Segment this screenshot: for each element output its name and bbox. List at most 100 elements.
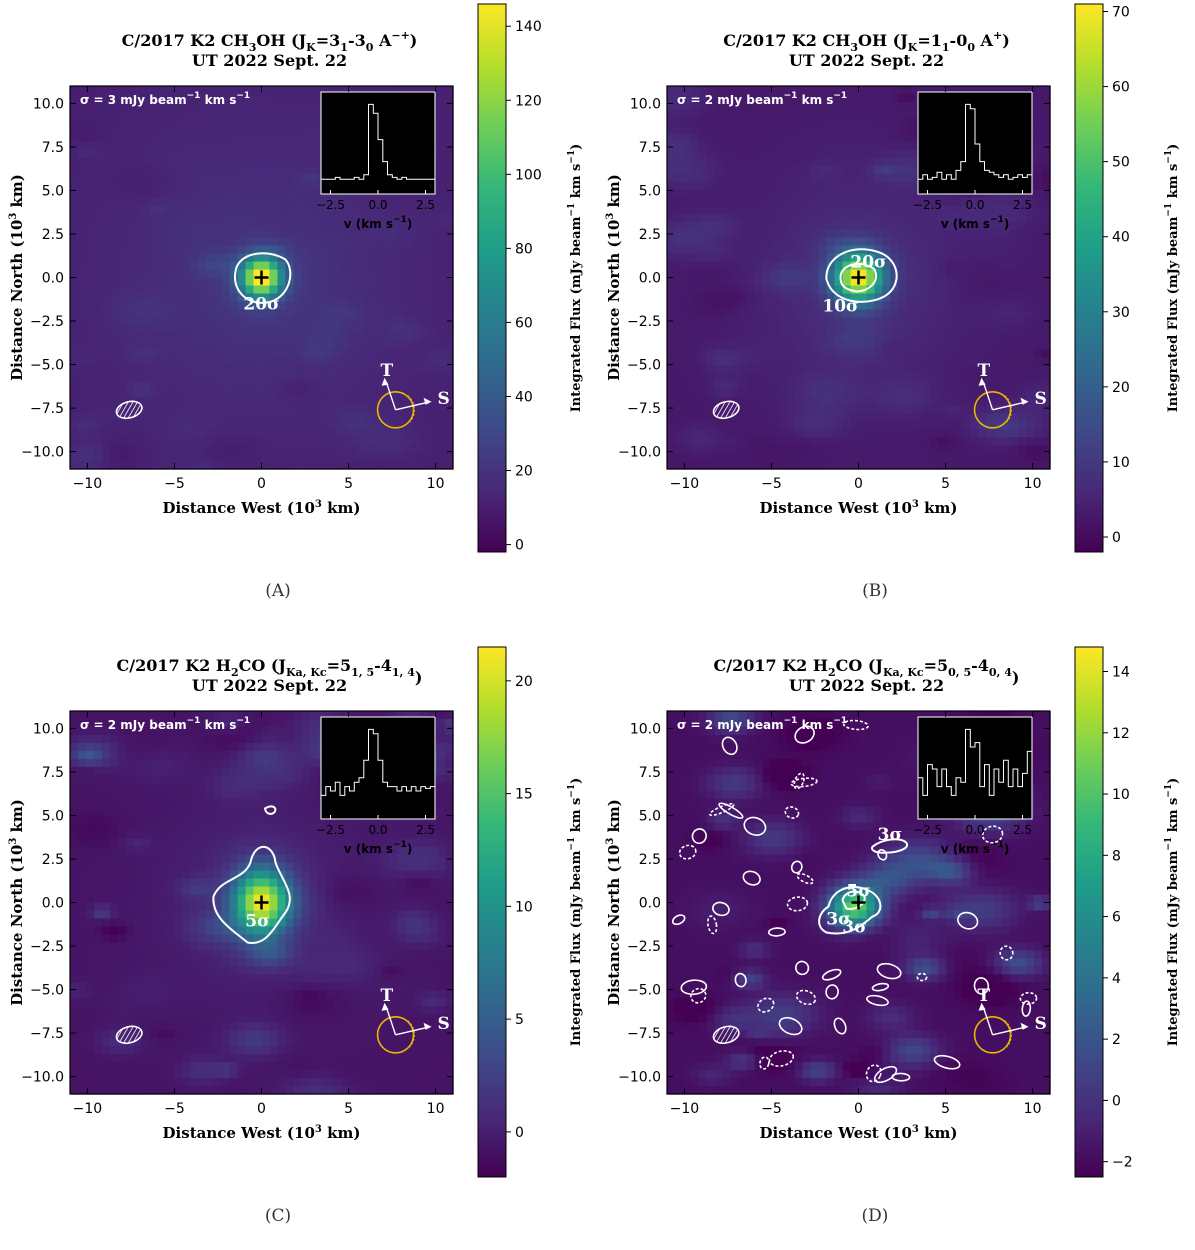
colorbar-tick-label: 30: [1112, 305, 1130, 321]
colorbar-tick-label: 15: [515, 787, 533, 803]
x-tick-label: 0: [854, 1101, 863, 1117]
contour-noise: [742, 870, 761, 886]
contour-noise: [873, 1065, 898, 1084]
y-axis-label: Distance North (103 km): [8, 799, 26, 1006]
colorbar-tick-label: 120: [515, 93, 542, 109]
sigma-label: σ = 2 mJy beam−1 km s−1: [80, 716, 250, 732]
contours: [234, 252, 292, 304]
y-tick-label: 5.0: [42, 808, 64, 824]
colorbar-tick-label: 14: [1112, 665, 1130, 681]
trail-label: T: [381, 986, 394, 1006]
contour-noise: [671, 914, 686, 926]
y-tick-label: −2.5: [627, 939, 661, 955]
contour-5sigma: [212, 846, 291, 944]
phase-circle: [973, 1016, 1012, 1054]
contour-noise: [973, 977, 990, 995]
y-tick-label: 5.0: [639, 183, 661, 199]
colorbar-tick-label: −2: [1112, 1155, 1133, 1171]
contour-noise: [794, 725, 815, 744]
colorbar-tick-label: 0: [1112, 1093, 1121, 1109]
contour-label: 5σ: [846, 882, 870, 902]
panel-label: (B): [862, 581, 888, 601]
chart-title: C/2017 K2 H2CO (JKa, Kc=51, 5-41, 4): [117, 656, 423, 687]
y-tick-label: −2.5: [627, 314, 661, 330]
contours: [671, 719, 1038, 1084]
contour-noise: [678, 844, 697, 860]
panel-svg: 20σ 10σ T Sσ = 2 mJy beam−1 km s−1 −2.5 0.0 2.…: [605, 3, 1181, 601]
x-tick-label: 10: [427, 476, 445, 492]
beam-ellipse: [712, 1025, 740, 1045]
y-tick-label: 2.5: [42, 227, 64, 243]
contour-small: [263, 805, 277, 815]
sun-label: S: [438, 389, 450, 409]
sun-arrow: [992, 402, 1023, 411]
colorbar-tick-label: 0: [1112, 530, 1121, 546]
y-tick-label: −10.0: [21, 1070, 64, 1086]
chart-subtitle: UT 2022 Sept. 22: [192, 676, 347, 695]
phase-circle: [376, 1016, 415, 1054]
colorbar-label: Integrated Flux (mJy beam−1 km s−1): [567, 778, 584, 1047]
contour-10sigma: [825, 248, 898, 303]
colorbar-tick-label: 20: [515, 674, 533, 690]
phase-circle: [376, 391, 415, 429]
y-tick-label: 0.0: [639, 896, 661, 912]
contour-noise: [871, 982, 890, 992]
sun-arrow: [395, 1027, 426, 1036]
x-tick-label: −10: [670, 476, 700, 492]
x-tick-label: 5: [344, 1101, 353, 1117]
trail-arrow-head: [381, 1002, 389, 1011]
colorbar-tick-label: 80: [515, 241, 533, 257]
contour-noise: [757, 997, 775, 1013]
contour-label: 3σ: [826, 910, 850, 930]
chart-title: C/2017 K2 CH3OH (JK=11-00 A+): [723, 29, 1010, 54]
contour-label: 20σ: [243, 295, 279, 315]
colorbar-tick-label: 40: [515, 389, 533, 405]
nucleus-marker: [851, 895, 866, 910]
colorbar-tick-label: 8: [1112, 848, 1121, 864]
x-tick-label: 10: [1024, 1101, 1042, 1117]
inset-tick-label: 2.5: [1013, 198, 1032, 212]
inset-tick-label: 0.0: [368, 198, 387, 212]
inset-tick-label: 2.5: [416, 198, 435, 212]
contour-noise: [784, 806, 800, 819]
x-axis-label: Distance West (103 km): [163, 499, 361, 517]
chart-title: C/2017 K2 H2CO (JKa, Kc=50, 5-40, 4): [714, 656, 1020, 687]
contour-noise: [981, 825, 1004, 844]
trail-label: T: [381, 361, 394, 381]
y-axis-label: Distance North (103 km): [8, 174, 26, 381]
colorbar-tick-label: 50: [1112, 155, 1130, 171]
chart-subtitle: UT 2022 Sept. 22: [789, 51, 944, 70]
inset-tick-label: −2.5: [316, 198, 345, 212]
contour-20sigma: [839, 262, 877, 293]
contour-noise: [795, 989, 817, 1006]
sigma-label: σ = 3 mJy beam−1 km s−1: [80, 91, 250, 107]
contour-noise: [786, 896, 809, 912]
contour-noise: [999, 945, 1014, 961]
colorbar-tick-label: 10: [1112, 455, 1130, 471]
inset-tick-label: 2.5: [1013, 823, 1032, 837]
y-tick-label: −7.5: [30, 401, 64, 417]
contour-label: 10σ: [822, 297, 858, 317]
y-tick-label: −5.0: [627, 983, 661, 999]
y-axis-label: Distance North (103 km): [605, 799, 623, 1006]
contour-noise: [680, 979, 708, 996]
colorbar: [477, 646, 507, 1178]
inset-tick-label: −2.5: [913, 198, 942, 212]
contour-noise: [767, 927, 786, 937]
y-tick-label: −2.5: [30, 314, 64, 330]
heatmap: [667, 86, 1051, 470]
trail-arrow: [385, 382, 397, 411]
contour-noise: [721, 736, 738, 756]
x-tick-label: −10: [73, 1101, 103, 1117]
trail-arrow-head: [381, 377, 389, 386]
x-tick-label: 5: [941, 1101, 950, 1117]
y-tick-label: 2.5: [639, 227, 661, 243]
colorbar-tick-label: 60: [1112, 80, 1130, 96]
colorbar: [1074, 646, 1104, 1178]
beam-ellipse: [115, 1025, 143, 1045]
contour-noise: [706, 915, 718, 935]
colorbar-tick-label: 10: [515, 899, 533, 915]
